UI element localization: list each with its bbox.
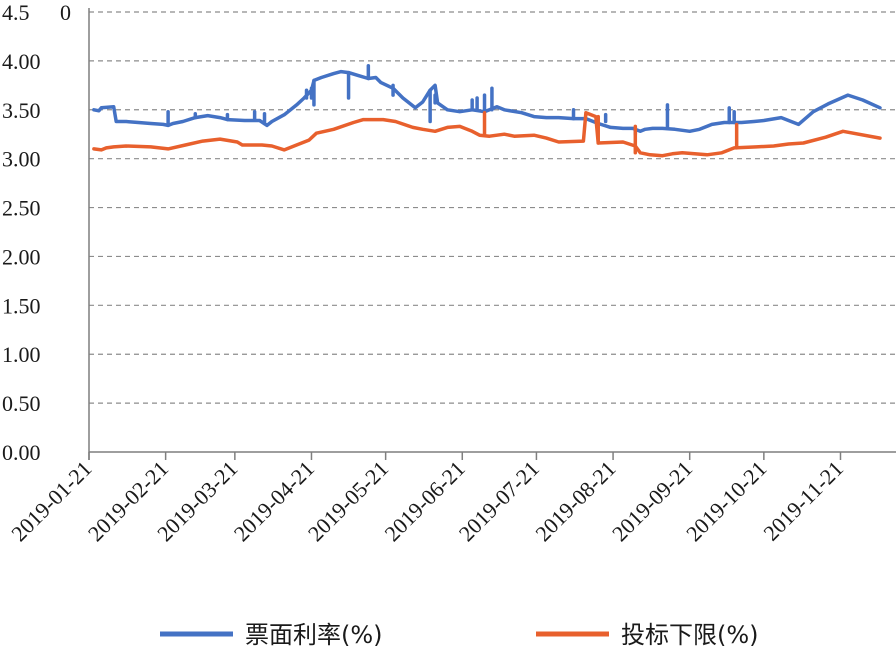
x-tick-labels: 2019-01-212019-02-212019-03-212019-04-21… [6, 456, 848, 546]
series-lines [92, 64, 882, 158]
y-tick-label: 2.50 [2, 196, 41, 221]
gridlines [89, 11, 896, 404]
series-coupon-rate [92, 64, 882, 136]
y-tick-label: 2.00 [2, 244, 41, 269]
x-tick-label: 2019-11-21 [758, 456, 848, 546]
legend: 票面利率(%) 投标下限(%) [160, 621, 759, 649]
series-bid-floor [92, 110, 882, 158]
x-tick-label: 2019-08-21 [530, 456, 620, 546]
axes [88, 8, 896, 460]
y-tick-label: 0.50 [2, 391, 41, 416]
y-tick-label: 4.5 [2, 0, 30, 25]
legend-label-coupon-rate: 票面利率(%) [245, 621, 383, 649]
y-tick-label: 1.00 [2, 342, 41, 367]
series-line [92, 69, 882, 134]
y-tick-labels: 0.00 0.50 1.00 1.50 2.00 2.50 3.00 3.50 4.00 4.5 0 [2, 0, 71, 465]
x-tick-label: 2019-09-21 [607, 456, 697, 546]
x-tick-label: 2019-10-21 [681, 456, 771, 546]
x-tick-label: 2019-01-21 [6, 456, 96, 546]
y-tick-label: 4.00 [2, 49, 41, 74]
y-tick-label: 3.50 [2, 98, 41, 123]
y-axis-top-label: 0 [60, 0, 71, 25]
x-tick-label: 2019-04-21 [229, 456, 319, 546]
y-tick-label: 0.00 [2, 440, 41, 465]
x-tick-label: 2019-07-21 [454, 456, 544, 546]
legend-label-bid-floor: 投标下限(%) [621, 621, 759, 649]
y-tick-label: 3.00 [2, 147, 41, 172]
x-tick-label: 2019-06-21 [380, 456, 470, 546]
series-line [92, 110, 882, 158]
x-tick-label: 2019-05-21 [303, 456, 393, 546]
y-tick-label: 1.50 [2, 293, 41, 318]
